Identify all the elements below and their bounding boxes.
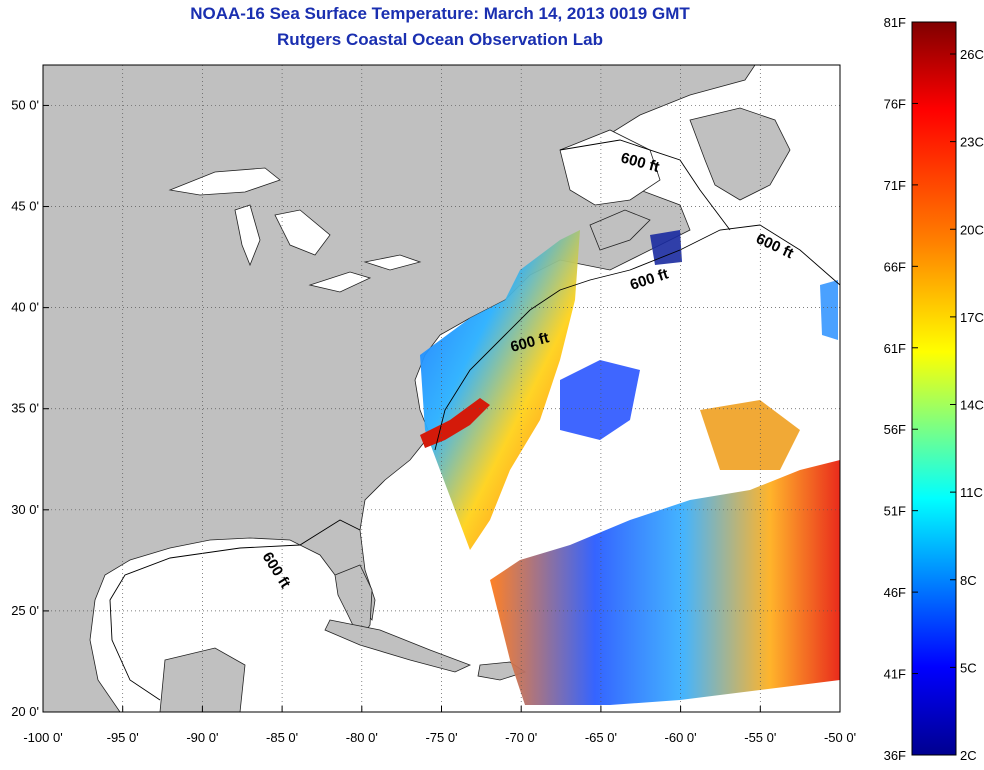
lat-tick-label: 40 0' [11,300,39,315]
colorbar-c-label: 2C [960,748,977,763]
colorbar-f-label: 46F [884,585,906,600]
lake-michigan-huron [234,204,331,267]
depth-contour-600ft-gulf [109,519,361,701]
map-subtitle: Rutgers Coastal Ocean Observation Lab [277,30,603,49]
colorbar-f-label: 71F [884,178,906,193]
colorbar-c-label: 26C [960,47,984,62]
land-yucatan [159,647,246,712]
map-title: NOAA-16 Sea Surface Temperature: March 1… [190,4,690,23]
lat-tick-label: 25 0' [11,603,39,618]
colorbar-f-label: 76F [884,96,906,111]
lon-tick-label: -60 0' [665,730,697,745]
sst-swath-coastal [420,230,580,550]
colorbar-c-label: 20C [960,222,984,237]
colorbar-c-label: 23C [960,135,984,150]
lat-tick-label: 35 0' [11,401,39,416]
lon-tick-label: -95 0' [107,730,139,745]
lon-tick-label: -50 0' [824,730,856,745]
lon-tick-label: -55 0' [744,730,776,745]
colorbar-f-label: 66F [884,259,906,274]
map-content [43,65,840,712]
colorbar-c-label: 17C [960,310,984,325]
land-newfoundland [689,107,791,201]
colorbar-c-label: 11C [960,485,983,500]
colorbar-f-label: 61F [884,341,906,356]
longitude-axis: -100 0' -95 0' -90 0' -85 0' -80 0' -75 0' -70… [23,706,856,745]
lat-tick-label: 45 0' [11,199,39,214]
lon-tick-label: -80 0' [346,730,378,745]
lon-tick-label: -100 0' [23,730,62,745]
lat-tick-label: 20 0' [11,704,39,719]
lat-tick-label: 50 0' [11,97,39,112]
land-nova-scotia [589,209,651,251]
sst-patch-northeast [820,280,838,340]
lon-tick-label: -75 0' [425,730,457,745]
lon-tick-label: -70 0' [505,730,537,745]
lat-tick-label: 30 0' [11,502,39,517]
lon-tick-label: -65 0' [585,730,617,745]
depth-contour-600ft-north [559,139,731,231]
colorbar-c-label: 5C [960,660,977,675]
colorbar-fahrenheit-labels: 81F 76F 71F 66F 61F 56F 51F 46F 41F 36F [884,15,918,763]
sst-patch-north [650,230,682,265]
lon-tick-label: -90 0' [186,730,218,745]
sst-gulf-stream-core [420,398,490,448]
gulf-st-lawrence [559,129,661,206]
colorbar-f-label: 56F [884,422,906,437]
colorbar-f-label: 81F [884,15,906,30]
sst-patch-east [700,400,800,470]
lake-superior [168,167,281,196]
colorbar-c-label: 14C [960,398,984,413]
sst-patch-central [560,360,640,440]
sst-swath-offshore [490,460,840,705]
land-cuba [324,619,472,673]
colorbar-celsius-labels: 26C 23C 20C 17C 14C 11C 8C 5C 2C [950,47,984,763]
latitude-axis: 50 0' 45 0' 40 0' 35 0' 30 0' 25 0' 20 0' [11,97,49,719]
colorbar-f-label: 41F [884,667,906,682]
colorbar [911,21,957,756]
lon-tick-label: -85 0' [266,730,298,745]
colorbar-f-label: 51F [884,504,906,519]
colorbar-c-label: 8C [960,573,977,588]
lake-erie-ontario [308,254,422,293]
colorbar-f-label: 36F [884,748,906,763]
